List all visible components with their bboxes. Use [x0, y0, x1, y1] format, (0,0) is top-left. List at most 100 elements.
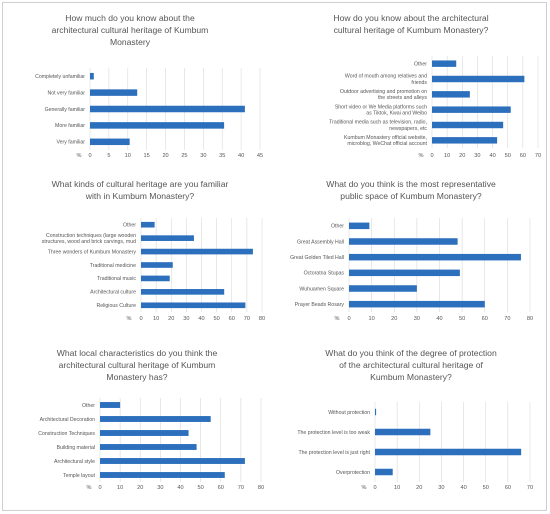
x-tick-label: 70 — [527, 485, 533, 491]
bar — [141, 302, 246, 309]
category-label-line: Wuhuamen Square — [299, 286, 344, 292]
axis-unit-label: % — [419, 153, 424, 159]
x-tick-label: 10 — [394, 485, 400, 491]
category-label: Great Golden Tiled Hall — [290, 255, 344, 261]
x-tick-label: 20 — [416, 485, 422, 491]
chart-title-line: How much do you know about the — [65, 13, 195, 23]
bar — [141, 248, 253, 255]
category-label-line: Traditional music — [97, 276, 136, 282]
category-label: Traditional medicine — [90, 263, 136, 269]
category-label: Other — [82, 403, 95, 409]
axis-unit-label: % — [362, 485, 367, 491]
category-label: Traditional media such as television, ra… — [329, 120, 427, 132]
chart-panel-5: What local characteristics do you think … — [38, 348, 264, 491]
x-tick-label: 60 — [505, 485, 511, 491]
x-tick-label: 60 — [520, 153, 526, 159]
bar — [349, 300, 485, 308]
x-tick-label: 80 — [527, 316, 533, 322]
chart-title-line: How do you know about the architectural — [333, 13, 488, 23]
category-label: Construction Techniques — [38, 431, 95, 437]
bar — [375, 468, 393, 476]
axis-unit-label: % — [87, 485, 92, 491]
chart-panel-4: What do you think is the most representa… — [290, 179, 533, 322]
category-label-line: the streets and alleys — [378, 95, 427, 101]
x-tick-label: 20 — [459, 153, 465, 159]
chart-title-line: Kumbum Monastery? — [370, 372, 452, 382]
bar — [141, 275, 170, 282]
category-label-line: Overprotection — [336, 470, 370, 476]
category-label: Architectural Decoration — [40, 417, 95, 423]
category-label-line: Other — [331, 224, 344, 230]
category-label-line: Completely unfamiliar — [35, 74, 85, 80]
chart-panel-2: How do you know about the architectural c… — [329, 13, 541, 159]
category-label: Other — [123, 223, 136, 229]
category-label-line: Short video or We Media platforms such — [335, 104, 427, 110]
category-label-line: microblog, WeChat official account — [347, 141, 427, 147]
category-label-line: Prayer Beads Rosary — [295, 302, 345, 308]
x-tick-label: 0 — [373, 485, 376, 491]
x-tick-label: 30 — [157, 485, 163, 491]
x-tick-label: 70 — [535, 153, 541, 159]
chart-title-line: cultural heritage of Kumbum Monastery? — [334, 25, 489, 35]
x-tick-label: 35 — [219, 153, 225, 159]
category-label: Temple layout — [63, 473, 96, 479]
category-label-line: Other — [414, 61, 427, 67]
bar — [100, 430, 189, 436]
chart-title-line: of the architectural cultural heritage o… — [339, 360, 483, 370]
category-label-line: Traditional media such as television, ra… — [329, 120, 427, 126]
category-label-line: Very familiar — [56, 140, 85, 146]
bar — [141, 289, 225, 295]
category-label-line: Building material — [57, 445, 95, 451]
x-tick-label: 50 — [459, 316, 465, 322]
x-tick-label: 30 — [474, 153, 480, 159]
x-tick-label: 50 — [505, 153, 511, 159]
chart-title-line: with in Kumbum Monastery? — [85, 191, 195, 201]
category-label-line: Octoratna Stupas — [304, 271, 345, 277]
category-label-line: Architectural style — [54, 459, 95, 465]
axis-unit-label: % — [335, 316, 340, 322]
bar — [432, 60, 457, 67]
category-label-line: Great Assembly Hall — [297, 239, 344, 245]
x-tick-label: 40 — [238, 153, 244, 159]
x-tick-label: 10 — [125, 153, 131, 159]
x-tick-label: 50 — [198, 485, 204, 491]
category-label-line: Other — [82, 403, 95, 409]
bar — [90, 105, 245, 113]
bar — [141, 235, 194, 241]
x-tick-label: 0 — [139, 316, 142, 322]
x-tick-label: 20 — [162, 153, 168, 159]
category-label: Completely unfamiliar — [35, 74, 85, 80]
bar — [349, 238, 458, 245]
category-label-line: Not very familiar — [48, 90, 86, 96]
bar — [100, 458, 245, 464]
x-tick-label: 40 — [198, 316, 204, 322]
category-label: More familiar — [55, 123, 85, 129]
bar — [375, 448, 522, 456]
x-tick-label: 40 — [436, 316, 442, 322]
category-label-line: Architectural Decoration — [40, 417, 95, 423]
category-label: Overprotection — [336, 470, 370, 476]
category-label: Not very familiar — [48, 90, 86, 96]
x-tick-label: 60 — [218, 485, 224, 491]
category-label: Traditional music — [97, 276, 136, 282]
x-tick-label: 70 — [244, 316, 250, 322]
chart-panel-6: What do you think of the degree of prote… — [297, 348, 533, 491]
category-label: Wuhuamen Square — [299, 286, 344, 292]
category-label: Octoratna Stupas — [304, 271, 345, 277]
x-tick-label: 40 — [489, 153, 495, 159]
category-label-line: Traditional medicine — [90, 263, 136, 269]
category-label: Three wonders of Kumbum Monastery — [48, 249, 137, 255]
category-label-line: Other — [123, 223, 136, 229]
x-tick-label: 20 — [168, 316, 174, 322]
chart-panel-3: What kinds of cultural heritage are you … — [42, 179, 265, 322]
bar — [375, 428, 431, 436]
x-tick-label: 30 — [200, 153, 206, 159]
bar — [349, 222, 370, 230]
bar — [375, 408, 377, 416]
category-label: Outdoor advertising and promotion on the … — [340, 89, 427, 101]
category-label: The protection level is too weak — [297, 430, 370, 436]
bar — [100, 402, 121, 408]
x-tick-label: 30 — [183, 316, 189, 322]
chart-panel-1: How much do you know about the architectu… — [35, 13, 263, 159]
